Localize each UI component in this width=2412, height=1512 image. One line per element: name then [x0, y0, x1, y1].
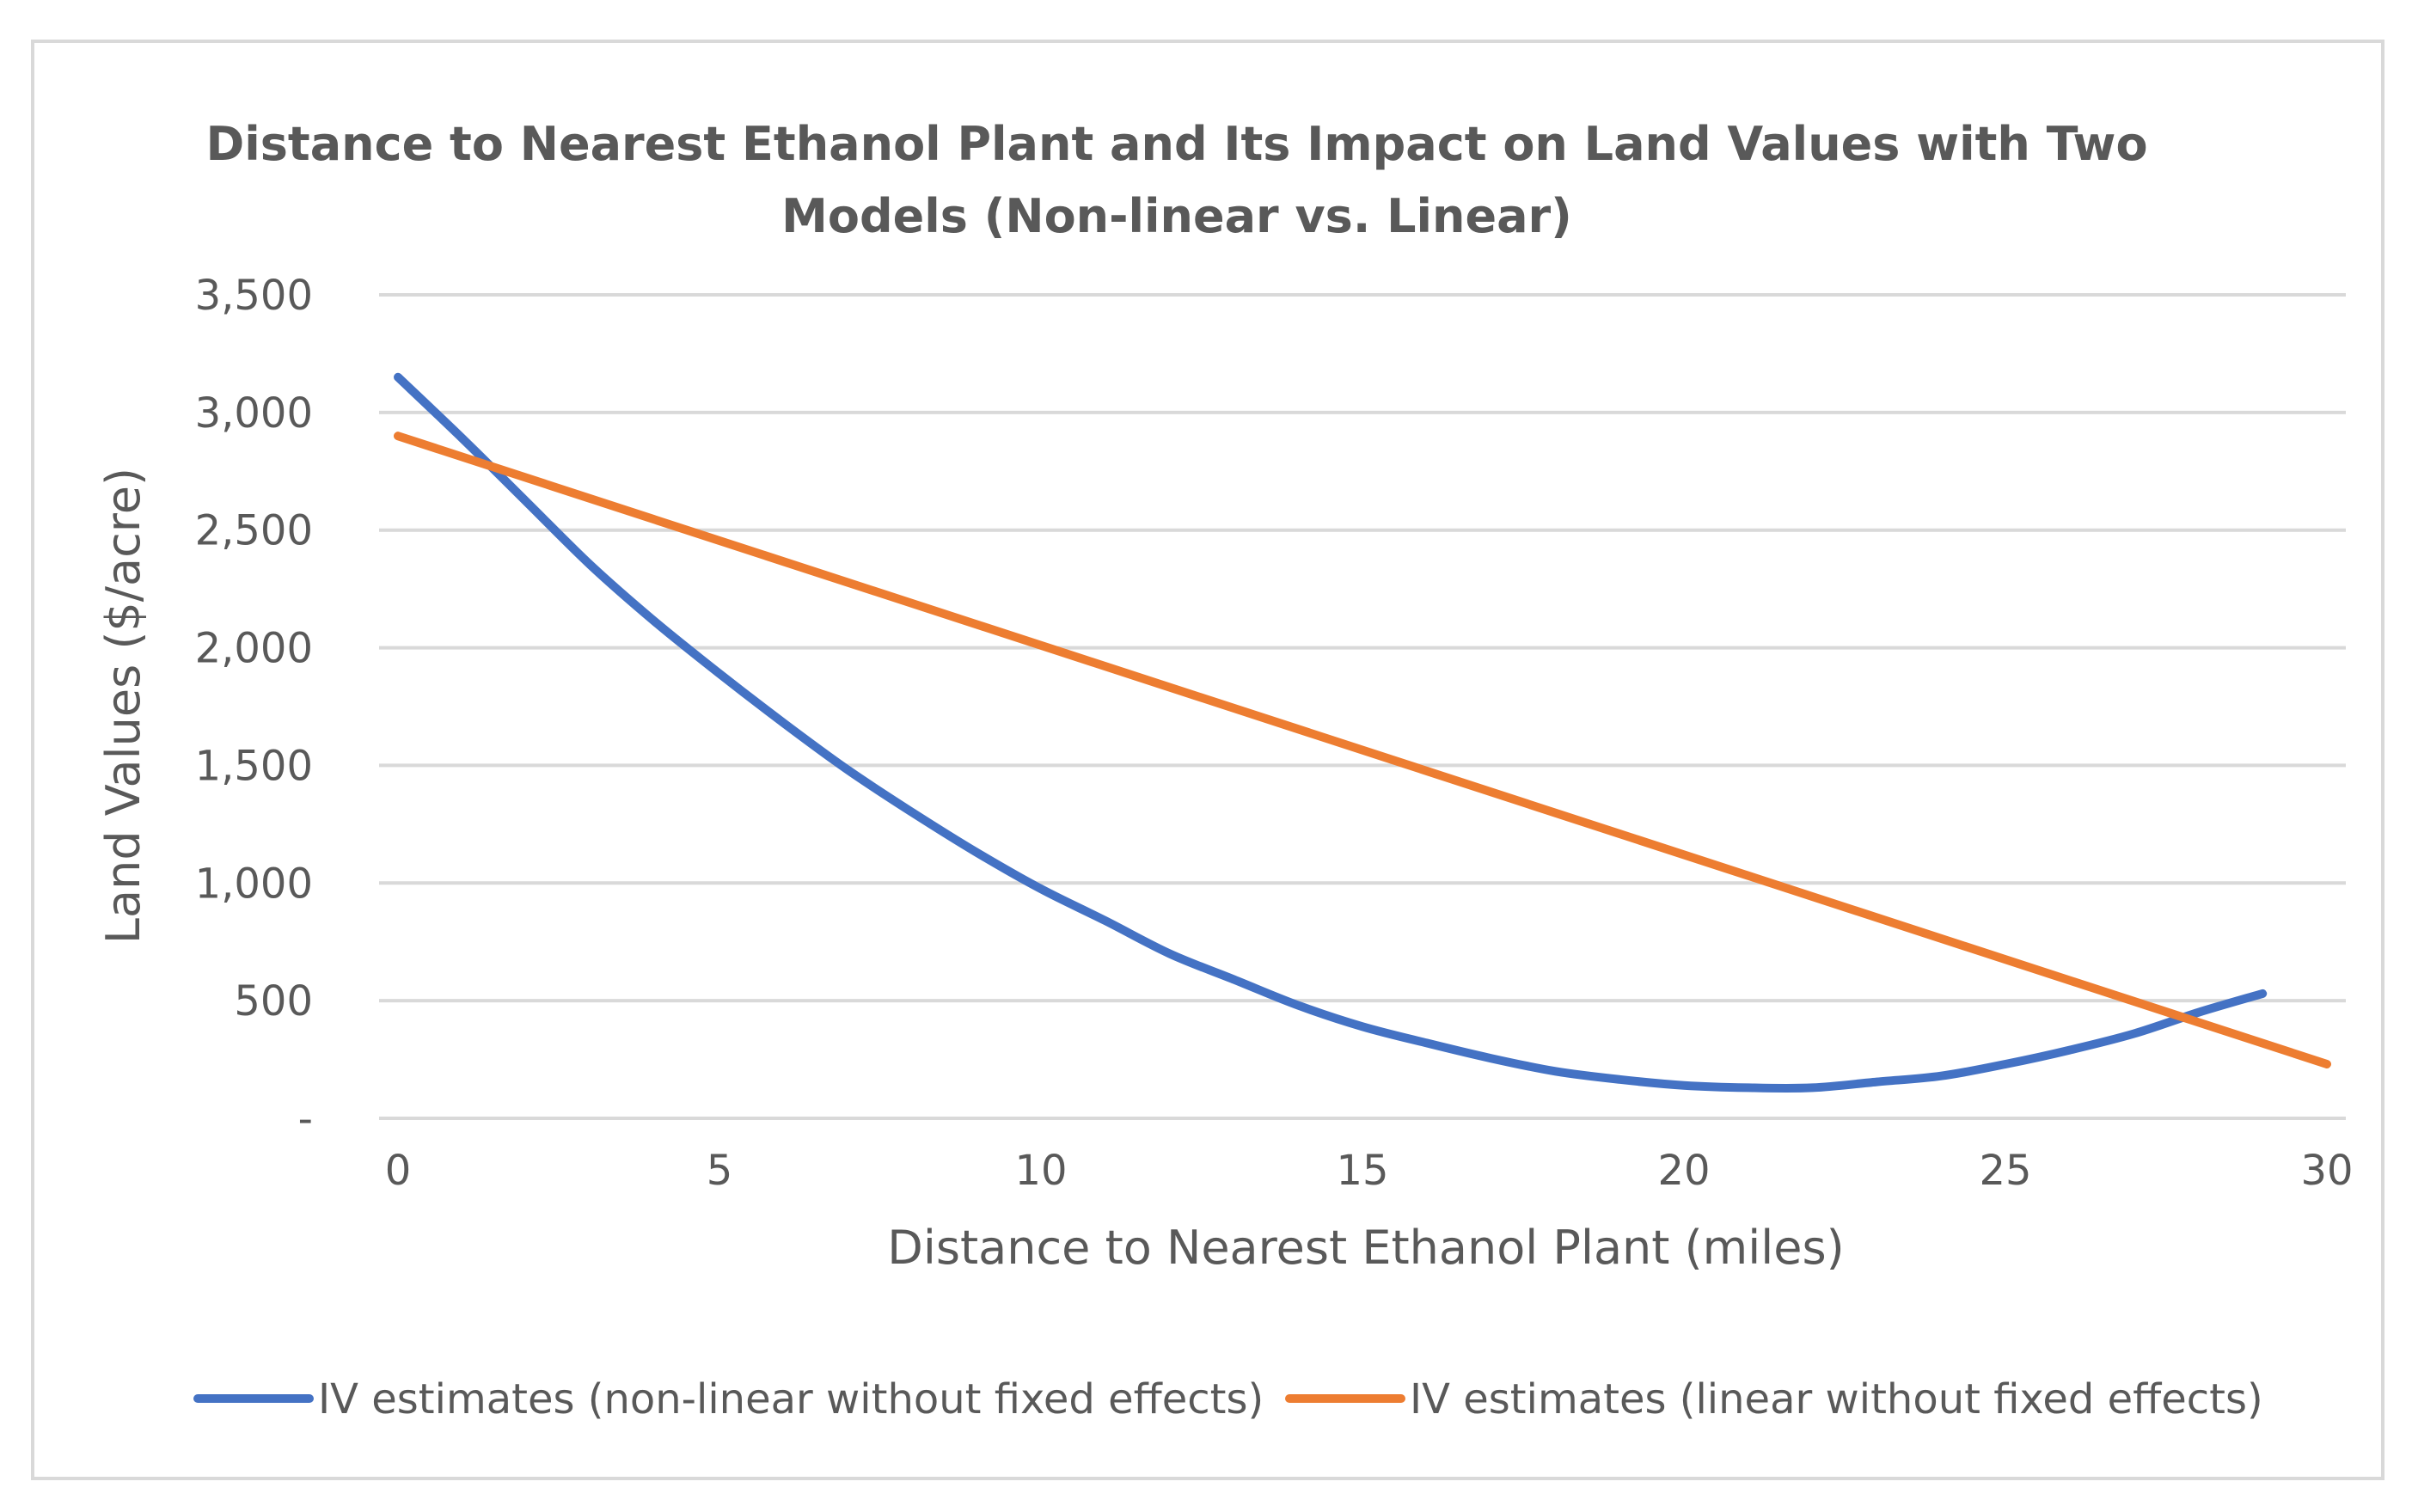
chart-title-line-2: Models (Non-linear vs. Linear)	[781, 189, 1572, 243]
y-axis-tick-labels: - 500 1,000 1,500 2,000 2,500 3,000 3,500	[195, 272, 313, 1143]
x-tick-label-20: 20	[1657, 1147, 1710, 1195]
y-tick-label-2000: 2,000	[195, 625, 313, 673]
x-tick-label-5: 5	[707, 1147, 733, 1195]
y-tick-label-2500: 2,500	[195, 507, 313, 555]
y-tick-label-3000: 3,000	[195, 389, 313, 438]
legend-label-nonlinear: IV estimates (non-linear without fixed e…	[318, 1375, 1264, 1423]
legend-label-linear: IV estimates (linear without fixed effec…	[1410, 1375, 2263, 1423]
x-tick-label-10: 10	[1014, 1147, 1067, 1195]
series-line-linear	[394, 432, 2331, 1068]
x-tick-label-30: 30	[2300, 1147, 2353, 1195]
y-tick-label-1500: 1,500	[195, 742, 313, 790]
y-tick-label-0: -	[298, 1095, 313, 1143]
series-line-nonlinear	[394, 372, 2268, 1093]
x-tick-label-0: 0	[385, 1147, 412, 1195]
x-axis-label: Distance to Nearest Ethanol Plant (miles…	[887, 1221, 1844, 1275]
chart-title-line-1: Distance to Nearest Ethanol Plant and It…	[205, 117, 2147, 171]
y-tick-label-1000: 1,000	[195, 860, 313, 908]
chart-frame: Distance to Nearest Ethanol Plant and It…	[31, 40, 2384, 1480]
x-tick-label-15: 15	[1336, 1147, 1388, 1195]
legend: IV estimates (non-linear without fixed e…	[193, 1375, 2263, 1423]
y-axis-label: Land Values ($/acre)	[96, 468, 150, 944]
y-tick-label-3500: 3,500	[195, 272, 313, 320]
y-tick-label-500: 500	[234, 977, 313, 1025]
chart-svg: Distance to Nearest Ethanol Plant and It…	[96, 117, 2354, 1423]
x-axis-tick-labels: 0 5 10 15 20 25 30	[385, 1147, 2354, 1195]
series-lines	[394, 372, 2331, 1093]
x-tick-label-25: 25	[1979, 1147, 2031, 1195]
gridlines	[379, 293, 2346, 1120]
